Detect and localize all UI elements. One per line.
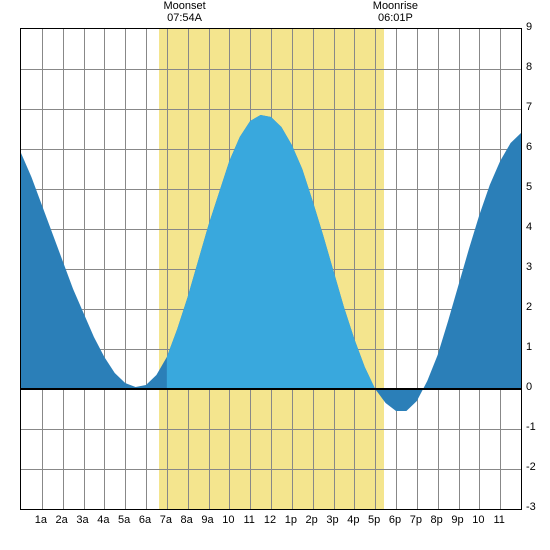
y-tick-label: -2 [526, 461, 536, 473]
y-tick-label: 0 [526, 381, 532, 393]
x-tick-label: 9a [201, 514, 213, 526]
y-tick-label: 8 [526, 61, 532, 73]
x-tick-label: 10 [472, 514, 484, 526]
y-tick-label: 7 [526, 101, 532, 113]
x-tick-label: 2p [306, 514, 318, 526]
tide-area-pm-light [271, 117, 375, 389]
x-tick-label: 3p [326, 514, 338, 526]
x-tick-label: 4a [97, 514, 109, 526]
y-tick-label: -1 [526, 421, 536, 433]
y-tick-label: 2 [526, 301, 532, 313]
moonrise-annotation: Moonrise 06:01P [373, 0, 418, 24]
x-tick-label: 5a [118, 514, 130, 526]
x-tick-label: 5p [368, 514, 380, 526]
y-tick-label: -3 [526, 501, 536, 513]
x-tick-label: 7p [410, 514, 422, 526]
y-tick-label: 6 [526, 141, 532, 153]
tide-area-am-light [167, 115, 271, 389]
x-tick-label: 12 [264, 514, 276, 526]
y-tick-label: 9 [526, 21, 532, 33]
y-tick-label: 5 [526, 181, 532, 193]
x-tick-label: 8p [431, 514, 443, 526]
y-tick-label: 4 [526, 221, 532, 233]
y-tick-label: 1 [526, 341, 532, 353]
tide-area-series [21, 29, 521, 509]
tide-chart: Moonset 07:54A Moonrise 06:01P 1a 2a 3a 4a 5… [0, 0, 550, 550]
moonset-annotation: Moonset 07:54A [163, 0, 205, 24]
x-tick-label: 7a [160, 514, 172, 526]
moonset-time: 07:54A [167, 12, 202, 24]
moonset-label: Moonset [163, 0, 205, 12]
x-tick-label: 11 [243, 514, 254, 526]
y-tick-label: 3 [526, 261, 532, 273]
x-tick-label: 11 [493, 514, 504, 526]
x-tick-label: 6p [389, 514, 401, 526]
x-tick-label: 8a [181, 514, 193, 526]
moonrise-time: 06:01P [378, 12, 413, 24]
x-tick-label: 9p [451, 514, 463, 526]
x-tick-label: 6a [139, 514, 151, 526]
x-tick-label: 3a [76, 514, 88, 526]
plot-area [20, 28, 522, 510]
x-tick-label: 1p [285, 514, 297, 526]
x-tick-label: 1a [35, 514, 47, 526]
x-tick-label: 10 [222, 514, 234, 526]
moonrise-label: Moonrise [373, 0, 418, 12]
x-tick-label: 4p [347, 514, 359, 526]
x-tick-label: 2a [56, 514, 68, 526]
zero-baseline [21, 388, 521, 390]
